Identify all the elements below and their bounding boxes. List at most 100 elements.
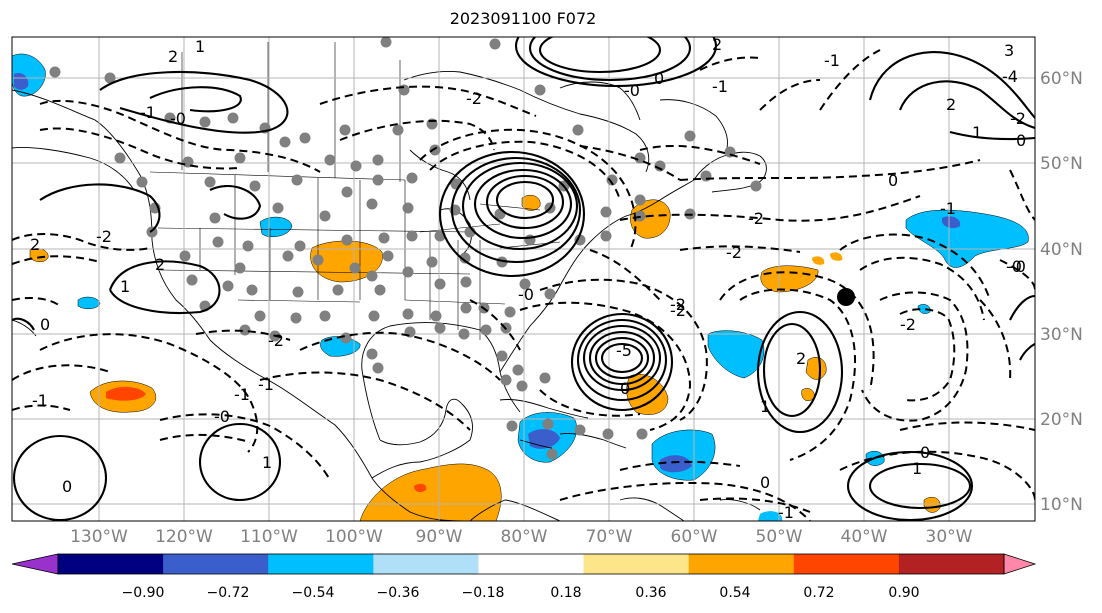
longitude-labels: 130°W 120°W 110°W 100°W 90°W 80°W 70°W 6… bbox=[70, 527, 973, 547]
lat-label: 20°N bbox=[1040, 410, 1083, 430]
map-title: 2023091100 F072 bbox=[449, 9, 597, 28]
contour-label: -2 bbox=[726, 243, 742, 262]
colorbar-segment bbox=[478, 554, 585, 574]
contour-label: -2 bbox=[466, 89, 482, 108]
contour-label: -2 bbox=[670, 301, 686, 320]
colorbar-tick-label: 0.90 bbox=[888, 585, 919, 601]
contour-label: 1 bbox=[760, 397, 770, 416]
contour-label: -0 bbox=[518, 285, 534, 304]
colorbar-tick-label: 0.18 bbox=[550, 585, 581, 601]
contour-label: 0 bbox=[40, 315, 50, 334]
colorbar-frame bbox=[57, 553, 1005, 575]
lat-label: 30°N bbox=[1040, 325, 1083, 345]
lat-label: 60°N bbox=[1040, 69, 1083, 89]
contour-label: 2 bbox=[796, 349, 806, 368]
colorbar-segment bbox=[268, 554, 374, 574]
lon-label: 130°W bbox=[70, 527, 128, 547]
map-panel: 2 1 -0 -1 -2 -2 0 -2 -0 -1 2 -2 2 1 -0 -… bbox=[12, 35, 1035, 522]
location-marker bbox=[837, 288, 855, 306]
contour-label: -0 bbox=[1006, 257, 1022, 276]
contour-label: 3 bbox=[1004, 41, 1014, 60]
lon-label: 90°W bbox=[416, 527, 463, 547]
solid-contours bbox=[12, 37, 1035, 521]
contour-label: -1 bbox=[778, 503, 794, 522]
lon-label: 50°W bbox=[756, 527, 803, 547]
contour-label: 0 bbox=[888, 171, 898, 190]
contour-label: -2 bbox=[748, 209, 764, 228]
colorbar-segment bbox=[373, 554, 479, 574]
colorbar-tick-label: −0.90 bbox=[122, 585, 165, 601]
contour-label: 2 bbox=[30, 235, 40, 254]
contour-label: 0 bbox=[920, 443, 930, 462]
colorbar-tick-label: −0.54 bbox=[292, 585, 335, 601]
latitude-labels: 60°N 50°N 40°N 30°N 20°N 10°N bbox=[1040, 69, 1083, 515]
contour-label: -2 bbox=[268, 331, 284, 350]
contour-labels: 2 1 -0 -1 -2 -2 0 -2 -0 -1 2 -2 2 1 -0 -… bbox=[30, 35, 1026, 522]
contour-label: -0 bbox=[214, 407, 230, 426]
contour-label: -1 bbox=[140, 103, 156, 122]
lon-label: 120°W bbox=[155, 527, 213, 547]
contour-label: -1 bbox=[940, 199, 956, 218]
contour-label: -2 bbox=[900, 315, 916, 334]
coastlines bbox=[12, 71, 767, 521]
contour-label: 2 bbox=[712, 35, 722, 54]
colorbar-segment bbox=[58, 554, 164, 574]
contour-label: 2 bbox=[946, 95, 956, 114]
colorbar-tick-label: 0.72 bbox=[803, 585, 834, 601]
contour-label: 1 bbox=[972, 123, 982, 142]
colorbar-segment bbox=[583, 554, 690, 574]
colorbar: −0.90 −0.72 −0.54 −0.36 −0.18 0.18 0.36 … bbox=[11, 553, 1037, 601]
contour-label: -0 bbox=[624, 81, 640, 100]
colorbar-segment bbox=[898, 554, 1005, 574]
contour-label: 0 bbox=[760, 473, 770, 492]
contour-label: -4 bbox=[1002, 67, 1018, 86]
colorbar-extend-high bbox=[1003, 553, 1037, 575]
contour-label: 1 bbox=[912, 459, 922, 478]
colorbar-tick-label: 0.54 bbox=[719, 585, 750, 601]
contour-label: 0 bbox=[620, 379, 630, 398]
lat-label: 50°N bbox=[1040, 154, 1083, 174]
lon-label: 110°W bbox=[240, 527, 298, 547]
contour-label: -1 bbox=[258, 375, 274, 394]
colorbar-tick-label: −0.36 bbox=[377, 585, 420, 601]
state-borders bbox=[149, 42, 561, 340]
colorbar-tick-label: −0.18 bbox=[462, 585, 505, 601]
contour-label: 2 bbox=[168, 47, 178, 66]
contour-label: 0 bbox=[62, 477, 72, 496]
contour-label: -1 bbox=[234, 385, 250, 404]
contour-label: 1 bbox=[195, 37, 205, 56]
contour-label: -1 bbox=[32, 391, 48, 410]
contour-label: -1 bbox=[824, 51, 840, 70]
lat-label: 10°N bbox=[1040, 495, 1083, 515]
lon-label: 30°W bbox=[926, 527, 973, 547]
contour-label: -0 bbox=[1010, 257, 1026, 276]
colorbar-segment bbox=[793, 554, 900, 574]
dashed-contours bbox=[12, 49, 1035, 521]
contour-label: -2 bbox=[96, 227, 112, 246]
contour-label: 1 bbox=[120, 277, 130, 296]
contour-label: 0 bbox=[1016, 131, 1026, 150]
colorbar-ticks: −0.90 −0.72 −0.54 −0.36 −0.18 0.18 0.36 … bbox=[122, 585, 920, 601]
colorbar-tick-label: −0.72 bbox=[207, 585, 250, 601]
colorbar-extend-low bbox=[11, 553, 59, 575]
contour-label: 2 bbox=[155, 255, 165, 274]
lon-label: 40°W bbox=[841, 527, 888, 547]
colorbar-segment bbox=[163, 554, 269, 574]
lon-label: 60°W bbox=[671, 527, 718, 547]
contour-label: -1 bbox=[712, 77, 728, 96]
lon-label: 100°W bbox=[325, 527, 383, 547]
contour-label: -2 bbox=[670, 295, 686, 314]
contour-label: -0 bbox=[170, 109, 186, 128]
lon-label: 80°W bbox=[501, 527, 548, 547]
contour-label: 0 bbox=[654, 69, 664, 88]
colorbar-segment bbox=[688, 554, 795, 574]
colorbar-tick-label: 0.36 bbox=[635, 585, 666, 601]
shaded-fields bbox=[12, 53, 1029, 521]
lat-label: 40°N bbox=[1040, 240, 1083, 260]
contour-label: -2 bbox=[1010, 109, 1026, 128]
contour-label: -5 bbox=[616, 341, 632, 360]
colorbar-segments bbox=[11, 553, 1037, 575]
map-frame bbox=[11, 36, 1036, 522]
contour-label: 1 bbox=[262, 453, 272, 472]
